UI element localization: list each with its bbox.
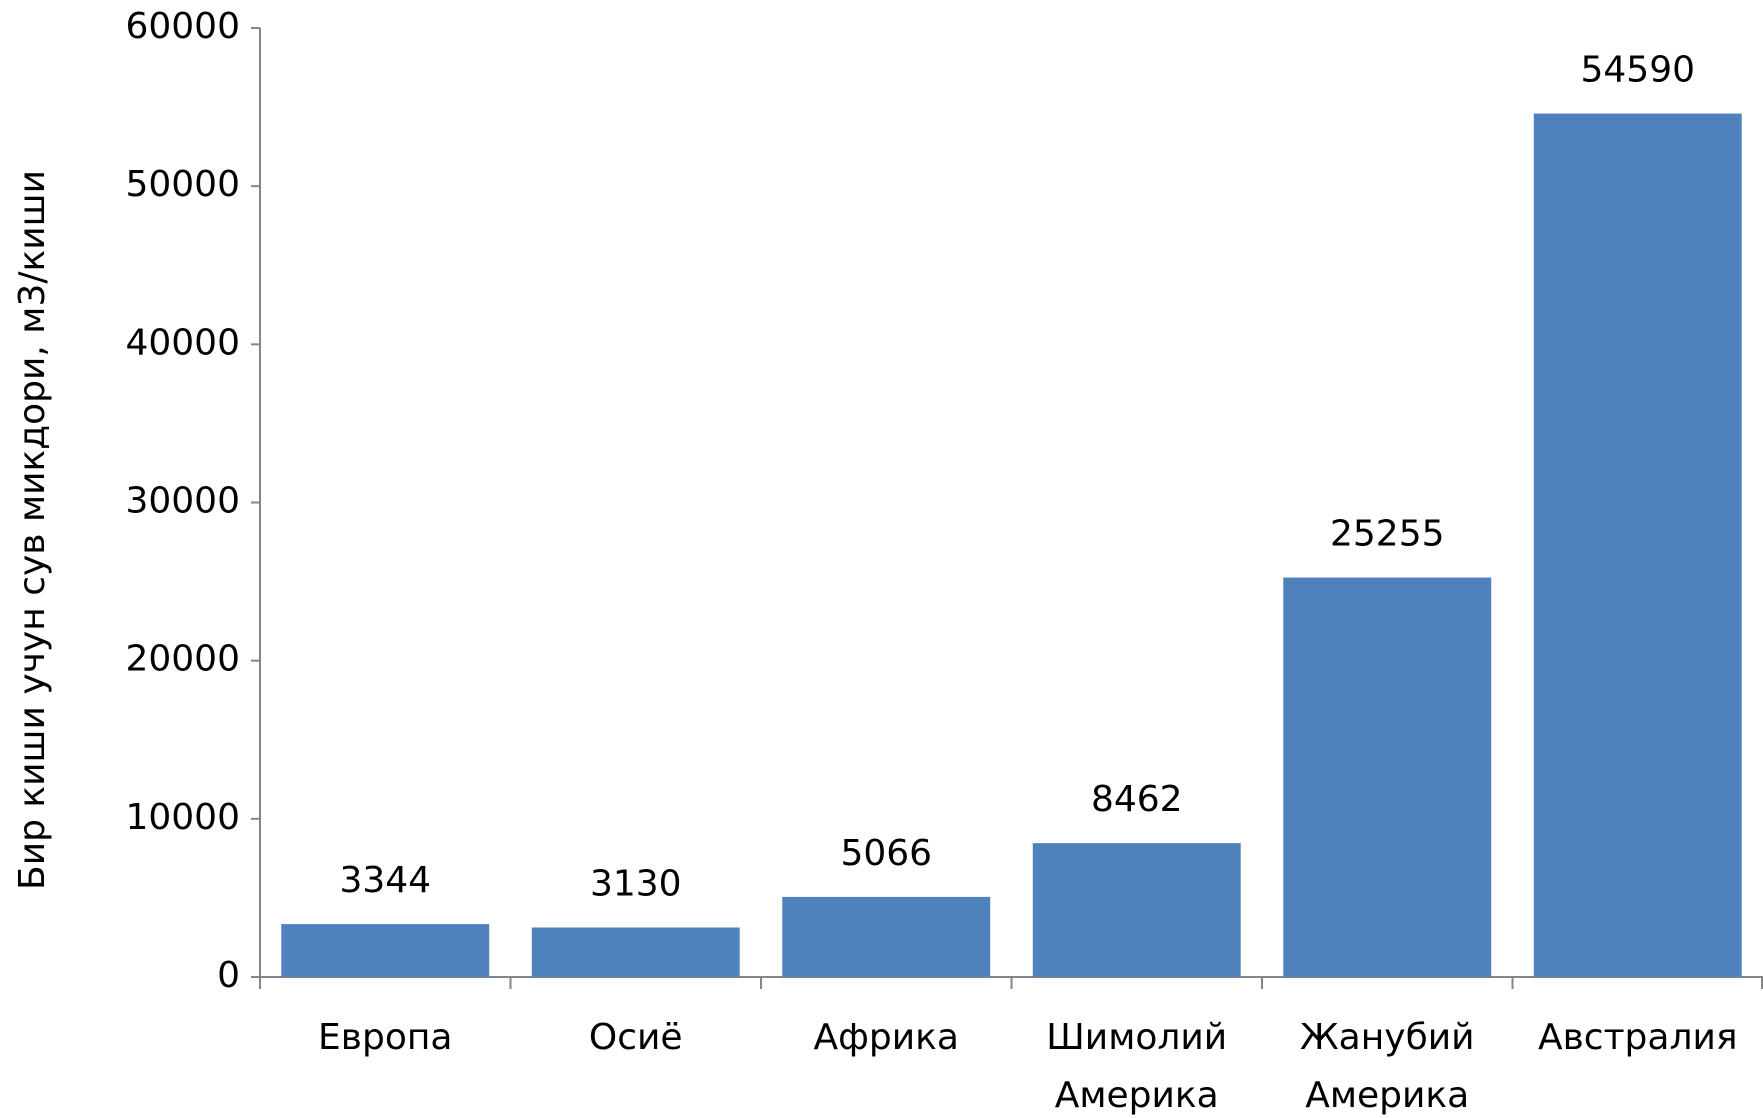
data-label: 25255	[1330, 514, 1445, 555]
y-tick-label: 50000	[125, 164, 240, 205]
bar	[1533, 113, 1742, 977]
bar	[1032, 843, 1241, 977]
y-tick-label: 60000	[125, 6, 240, 47]
data-label: 8462	[1091, 779, 1183, 820]
y-tick-label: 10000	[125, 797, 240, 838]
y-tick-label: 0	[217, 955, 240, 996]
data-label: 3130	[590, 863, 682, 904]
y-tick-label: 30000	[125, 481, 240, 522]
y-axis-label: Бир киши учун сув микдори, м3/киши	[12, 170, 53, 890]
x-tick-label: Шимолий Америка	[1046, 1017, 1228, 1116]
bar	[782, 896, 991, 977]
data-label: 3344	[339, 860, 431, 901]
bar	[281, 924, 490, 977]
x-tick-label: Жанубий Америка	[1299, 1017, 1475, 1116]
x-tick-label: Европа	[318, 1017, 453, 1058]
data-label: 5066	[840, 833, 932, 874]
data-label: 54590	[1580, 50, 1695, 91]
y-tick-label: 20000	[125, 639, 240, 680]
y-tick-label: 40000	[125, 322, 240, 363]
x-tick-label: Австралия	[1537, 1017, 1738, 1058]
x-tick-label: Африка	[813, 1017, 959, 1058]
bar	[531, 927, 740, 977]
x-tick-label: Осиё	[588, 1017, 683, 1058]
bar	[1283, 577, 1492, 977]
